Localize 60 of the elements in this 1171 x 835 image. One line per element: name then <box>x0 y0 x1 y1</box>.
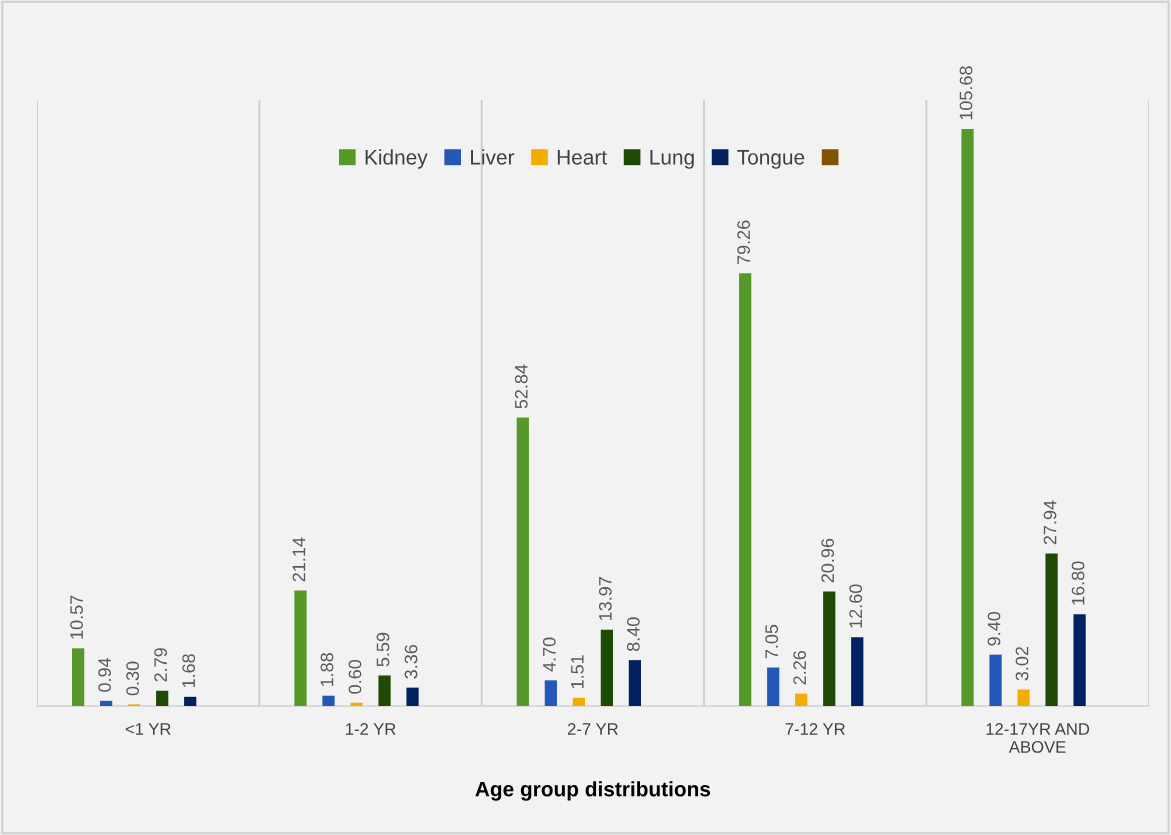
bar <box>184 696 197 706</box>
bar <box>961 129 974 706</box>
data-label: 8.40 <box>626 617 640 652</box>
bar <box>989 654 1002 706</box>
bar <box>795 693 808 706</box>
legend-label: Lung <box>650 150 694 169</box>
x-tick-label: 1-2 YR <box>346 723 396 735</box>
bar <box>1017 689 1030 706</box>
data-label: 27.94 <box>1043 500 1057 545</box>
data-label: 21.14 <box>292 537 306 582</box>
x-tick-label: 12-17YR AND ABOVE <box>986 723 1090 753</box>
data-label: 1.88 <box>320 653 334 687</box>
legend-label: Heart <box>557 150 607 165</box>
data-label: 3.36 <box>404 644 418 679</box>
legend-label: Tongue <box>737 150 805 169</box>
bar <box>406 687 419 706</box>
bar <box>544 680 557 706</box>
data-label: 5.59 <box>376 632 390 667</box>
data-label: 0.30 <box>126 661 140 696</box>
data-label: 0.60 <box>348 659 362 694</box>
x-tick-label: 7-12 YR <box>785 723 845 735</box>
data-label: 4.70 <box>542 637 556 672</box>
data-label: 3.02 <box>1015 646 1029 681</box>
data-label: 52.84 <box>514 364 528 409</box>
legend-label: Kidney <box>365 149 428 169</box>
bar <box>378 675 391 706</box>
x-axis-title: Age group distributions <box>475 781 711 801</box>
data-label: 2.26 <box>793 650 807 685</box>
data-label: 1.68 <box>182 654 196 688</box>
bar <box>100 700 113 706</box>
bar <box>294 590 307 706</box>
legend-label: Liver <box>471 149 515 165</box>
bar <box>322 695 335 706</box>
data-label: 2.79 <box>154 648 168 682</box>
bar <box>628 660 642 706</box>
bar <box>516 417 529 706</box>
data-label: 20.96 <box>821 538 835 583</box>
bar <box>350 702 363 706</box>
bar <box>1045 553 1058 706</box>
bar <box>739 273 752 706</box>
data-label: 79.26 <box>737 220 751 265</box>
data-label: 10.57 <box>70 595 83 639</box>
data-label: 7.05 <box>765 624 779 659</box>
bar <box>572 697 585 706</box>
data-label: 12.60 <box>849 584 863 628</box>
bar <box>1073 614 1086 706</box>
data-label: 9.40 <box>987 611 1001 646</box>
bar <box>156 690 169 706</box>
data-label: 1.51 <box>571 655 584 689</box>
data-label: 16.80 <box>1071 561 1085 605</box>
bar <box>851 637 864 706</box>
bar <box>600 629 613 706</box>
bar <box>767 667 780 706</box>
bar <box>823 591 836 706</box>
bar <box>72 648 85 706</box>
data-label: 0.94 <box>98 657 111 692</box>
x-tick-label: 2-7 YR <box>567 723 618 735</box>
data-label: 13.97 <box>598 577 612 621</box>
data-label: 105.68 <box>959 66 973 120</box>
x-tick-label: <1 YR <box>125 723 171 735</box>
